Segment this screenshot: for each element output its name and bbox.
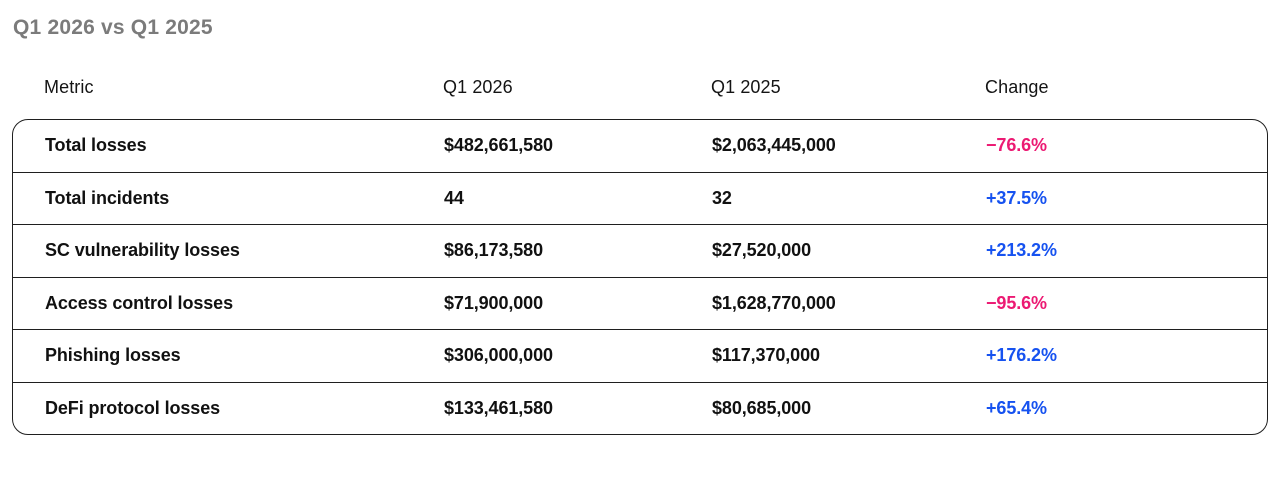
column-header-change: Change: [985, 76, 1049, 97]
q1-2025-value: $117,370,000: [712, 345, 820, 366]
metric-label: DeFi protocol losses: [45, 397, 221, 418]
column-header-metric: Metric: [44, 76, 94, 97]
q1-2026-value: $71,900,000: [444, 292, 543, 313]
page-title: Q1 2026 vs Q1 2025: [13, 16, 213, 39]
table-row: Total incidents 44 32 +37.5%: [13, 171, 1267, 225]
change-value: +37.5%: [986, 187, 1047, 208]
q1-2025-value: $1,628,770,000: [712, 292, 836, 313]
q1-2026-value: 44: [444, 187, 464, 208]
change-value: −95.6%: [986, 292, 1047, 313]
column-header-q1-2026: Q1 2026: [443, 76, 513, 97]
q1-2026-value: $482,661,580: [444, 135, 553, 156]
change-value: +176.2%: [986, 345, 1057, 366]
change-value: −76.6%: [986, 135, 1047, 156]
metric-label: Access control losses: [45, 292, 233, 313]
metric-label: Total incidents: [45, 187, 170, 208]
q1-2025-value: 32: [712, 187, 732, 208]
metric-label: Phishing losses: [45, 345, 181, 366]
q1-2026-value: $133,461,580: [444, 397, 553, 418]
table-header-row: Metric Q1 2026 Q1 2025 Change: [12, 76, 1268, 98]
q1-2025-value: $80,685,000: [712, 397, 811, 418]
comparison-table: Total losses $482,661,580 $2,063,445,000…: [12, 119, 1268, 435]
q1-2026-value: $86,173,580: [444, 240, 543, 261]
table-row: DeFi protocol losses $133,461,580 $80,68…: [13, 381, 1267, 435]
table-row: Access control losses $71,900,000 $1,628…: [13, 276, 1267, 330]
table-row: Total losses $482,661,580 $2,063,445,000…: [13, 120, 1267, 172]
q1-2026-value: $306,000,000: [444, 345, 553, 366]
table-row: Phishing losses $306,000,000 $117,370,00…: [13, 329, 1267, 382]
metric-label: SC vulnerability losses: [45, 240, 240, 261]
q1-2025-value: $2,063,445,000: [712, 135, 836, 156]
column-header-q1-2025: Q1 2025: [711, 76, 781, 97]
metric-label: Total losses: [45, 135, 147, 156]
q1-2025-value: $27,520,000: [712, 240, 811, 261]
change-value: +213.2%: [986, 240, 1057, 261]
change-value: +65.4%: [986, 397, 1047, 418]
table-row: SC vulnerability losses $86,173,580 $27,…: [13, 224, 1267, 277]
